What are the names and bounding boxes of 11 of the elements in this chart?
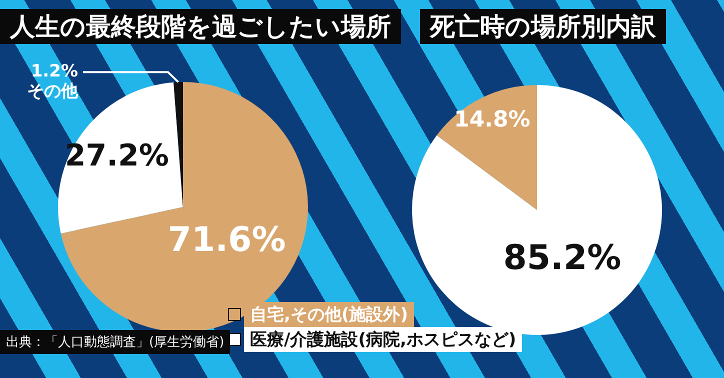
legend-label: 医療/介護施設(病院,ホスピスなど) [244, 327, 522, 352]
slice-label: その他 [26, 82, 79, 102]
chart-title: 人生の最終段階を過ごしたい場所 [0, 9, 401, 44]
data-label: 85.2% [503, 238, 622, 278]
source-note: 出典：「人口動態調査」(厚生労働省) [0, 330, 230, 354]
legend-label: 自宅,その他(施設外) [244, 302, 414, 327]
data-label: 71.6% [168, 220, 286, 260]
data-label: 27.2% [64, 138, 169, 174]
chart-title: 死亡時の場所別内訳 [420, 9, 666, 44]
data-label: 14.8% [454, 107, 530, 132]
data-label: 1.2% [30, 62, 78, 82]
